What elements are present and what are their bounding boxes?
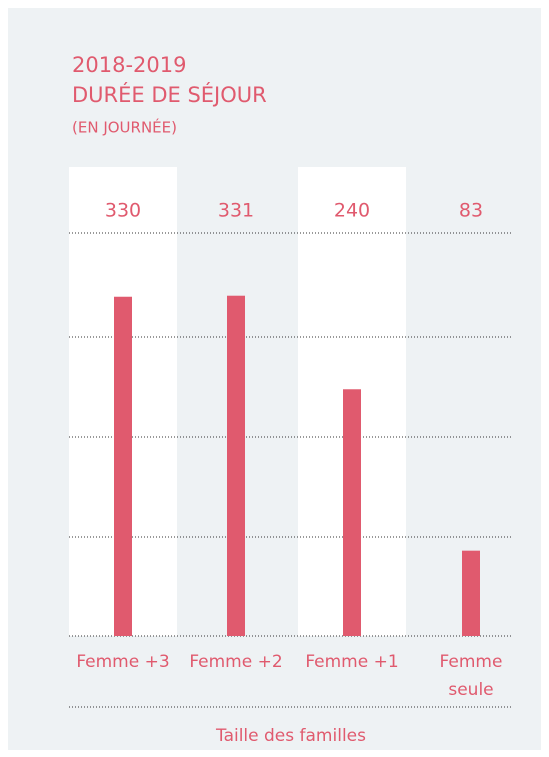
chart-title: 2018-2019 — [72, 53, 186, 77]
grid — [69, 232, 513, 708]
value-label: 331 — [218, 200, 254, 222]
chart-subtitle: DURÉE DE SÉJOUR — [72, 82, 267, 107]
value-label: 83 — [459, 200, 483, 222]
value-label: 240 — [334, 200, 370, 222]
x-axis-label: Taille des familles — [216, 726, 366, 746]
x-tick-label: Femme +1 — [305, 652, 399, 672]
x-tick-label: Femme +3 — [76, 652, 170, 672]
unit-note: (EN JOURNÉE) — [72, 118, 177, 137]
bar — [343, 389, 361, 636]
x-tick-label: Femme seule — [439, 652, 503, 700]
bar — [114, 296, 132, 636]
bar — [462, 550, 480, 636]
x-tick-label: Femme +2 — [189, 652, 283, 672]
value-label: 330 — [105, 200, 141, 222]
bar — [227, 295, 245, 636]
